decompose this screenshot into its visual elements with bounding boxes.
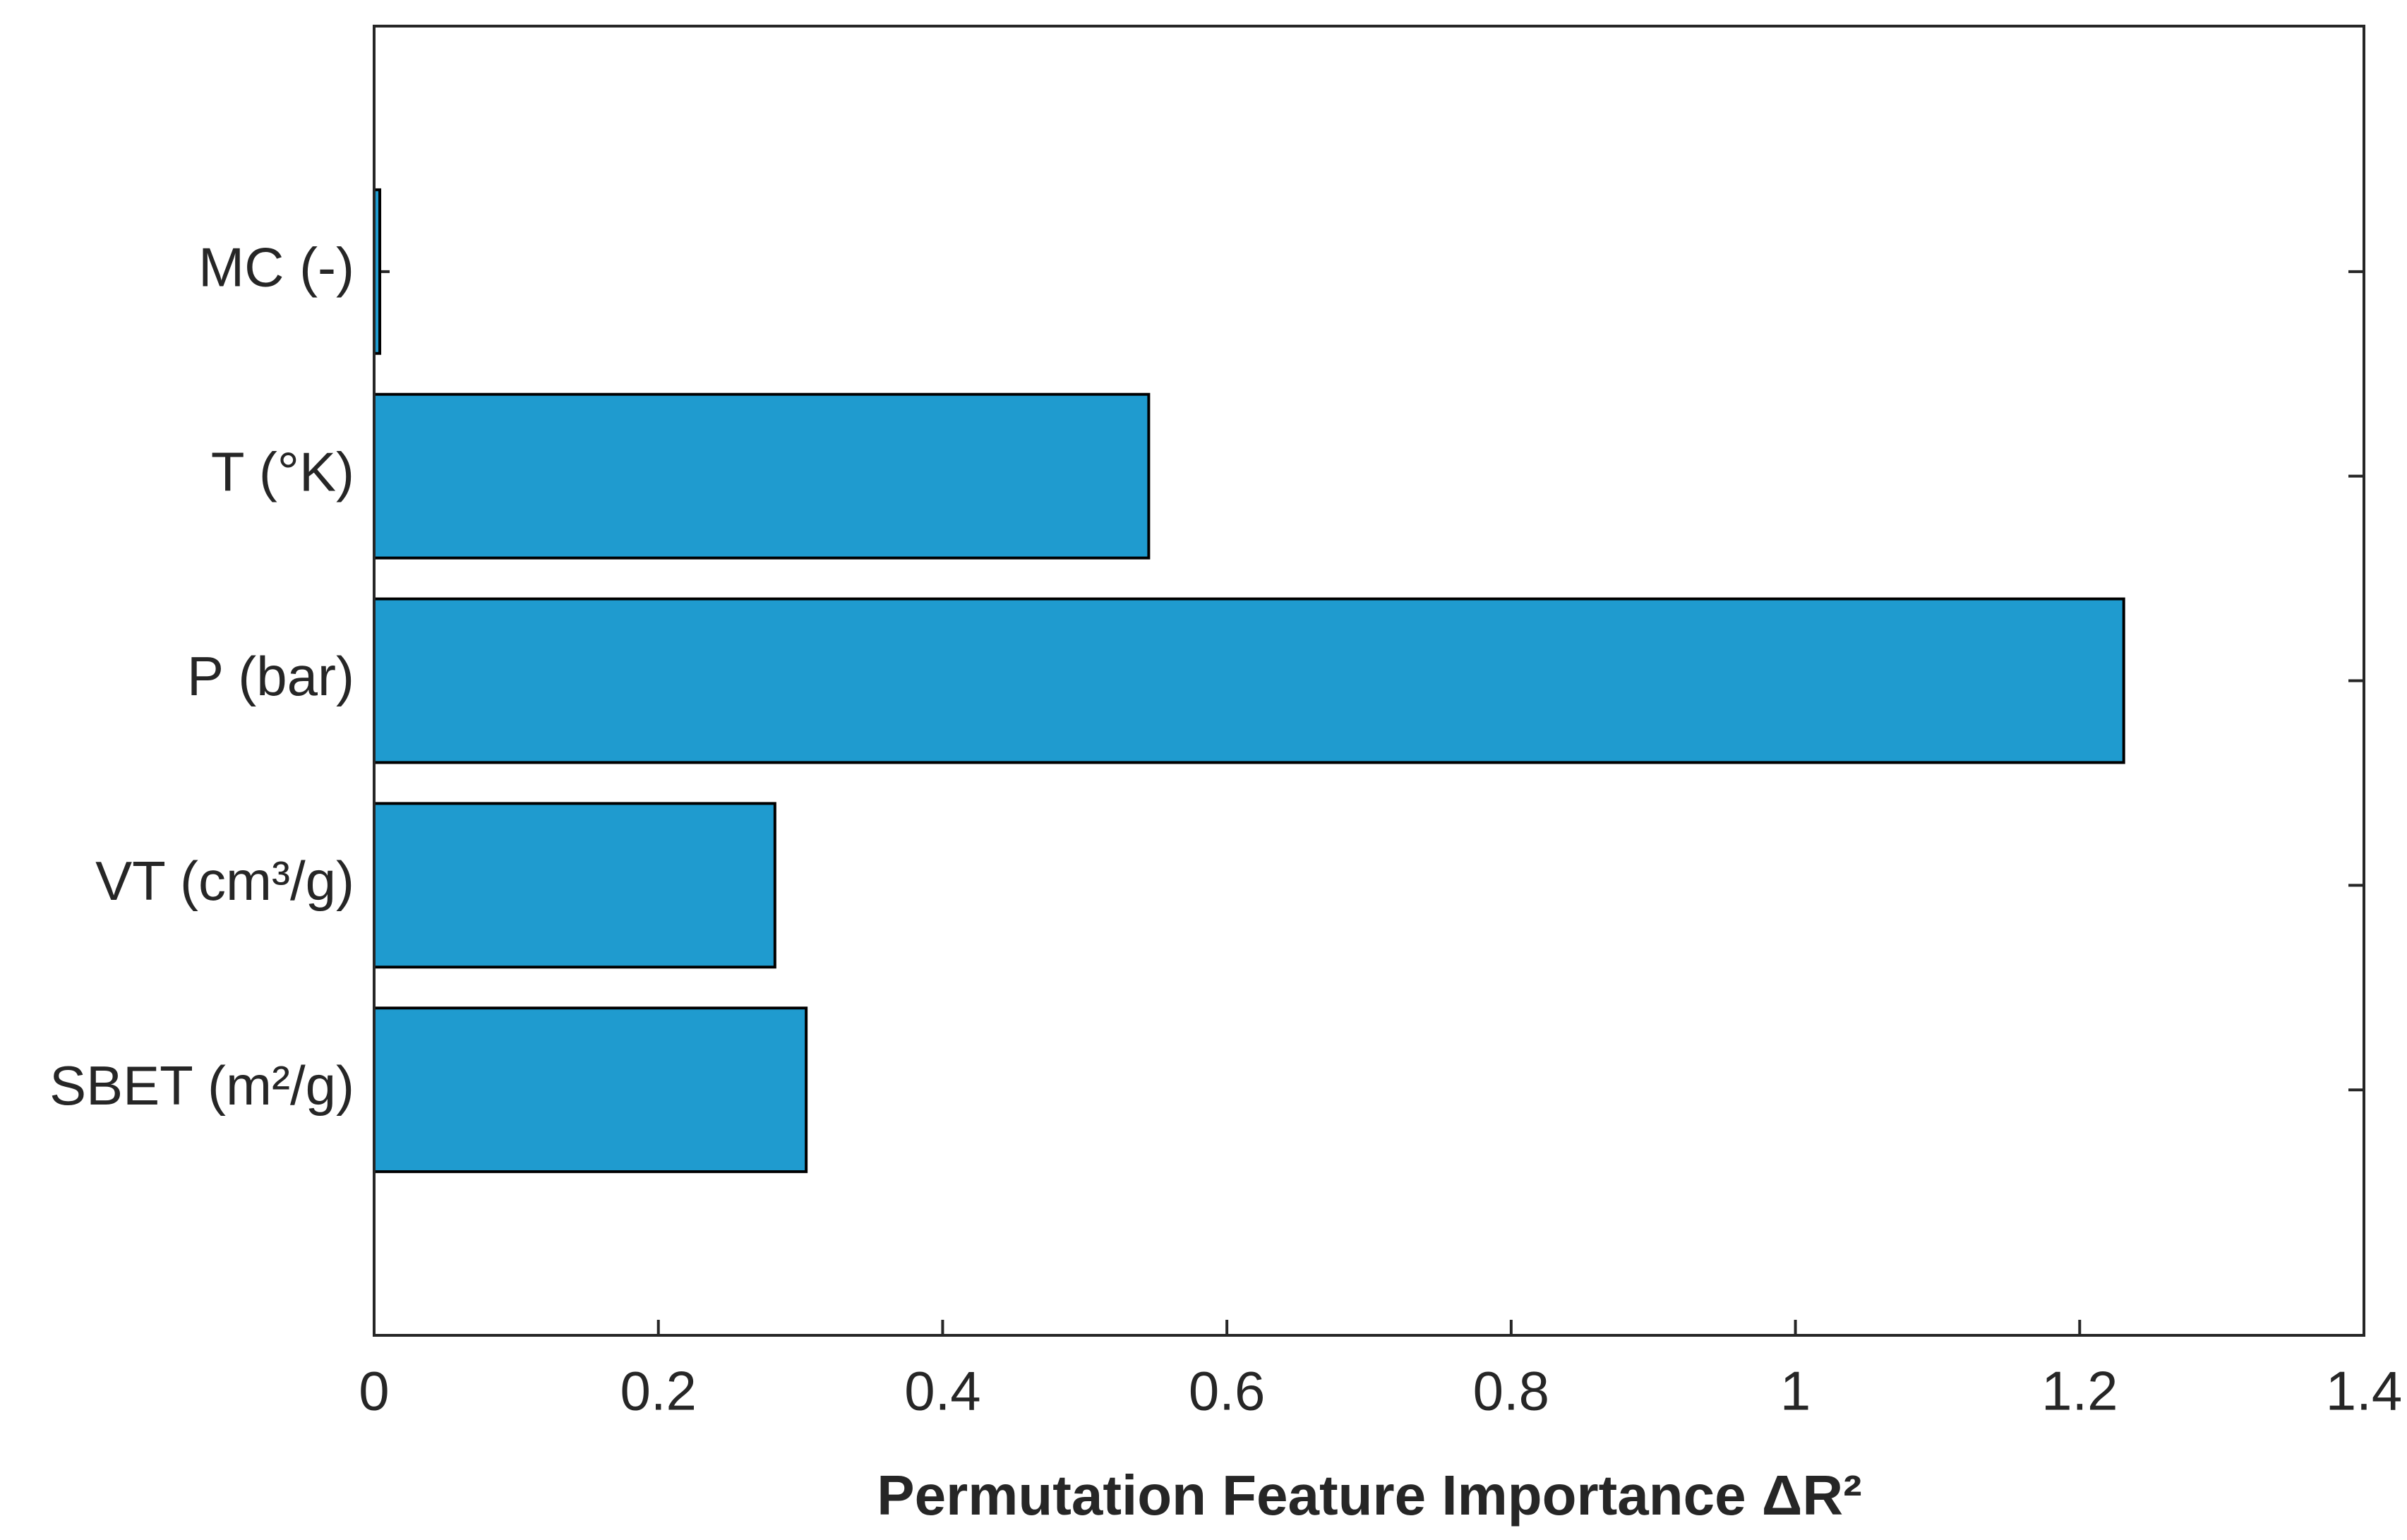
x-tick-label: 1: [1780, 1360, 1811, 1422]
x-tick-label: 0.2: [620, 1360, 696, 1422]
x-tick-label: 0: [359, 1360, 389, 1422]
x-axis-title: Permutation Feature Importance ΔR²: [877, 1464, 1862, 1527]
y-tick-label: MC (-): [198, 236, 354, 298]
y-tick-label: SBET (m²/g): [49, 1054, 354, 1117]
bar: [373, 802, 776, 969]
bar: [373, 597, 2125, 764]
y-tick-label: T (°K): [211, 440, 354, 503]
y-tick-label: VT (cm³/g): [95, 850, 354, 912]
y-tick-label: P (bar): [187, 645, 354, 707]
plot-frame: [373, 25, 2365, 1337]
x-tick-label: 0.6: [1189, 1360, 1265, 1422]
x-tick-label: 1.4: [2326, 1360, 2402, 1422]
bar: [373, 1006, 808, 1174]
x-tick-label: 0.8: [1473, 1360, 1549, 1422]
x-tick-label: 0.4: [904, 1360, 980, 1422]
bar: [373, 392, 1151, 560]
x-tick-label: 1.2: [2041, 1360, 2118, 1422]
